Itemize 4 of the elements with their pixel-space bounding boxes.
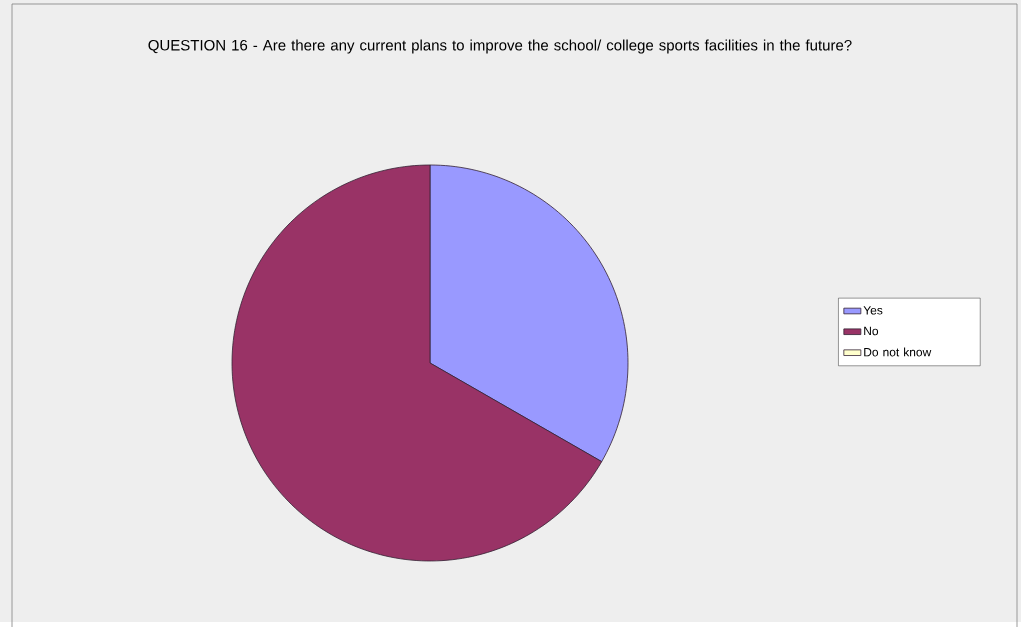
legend-label: Do not know: [864, 347, 932, 357]
legend-label: No: [864, 326, 879, 336]
chart-title: QUESTION 16 - Are there any current plans to improve the school/ college sports facilities in the future?: [148, 39, 852, 54]
legend-label: Yes: [863, 305, 883, 315]
